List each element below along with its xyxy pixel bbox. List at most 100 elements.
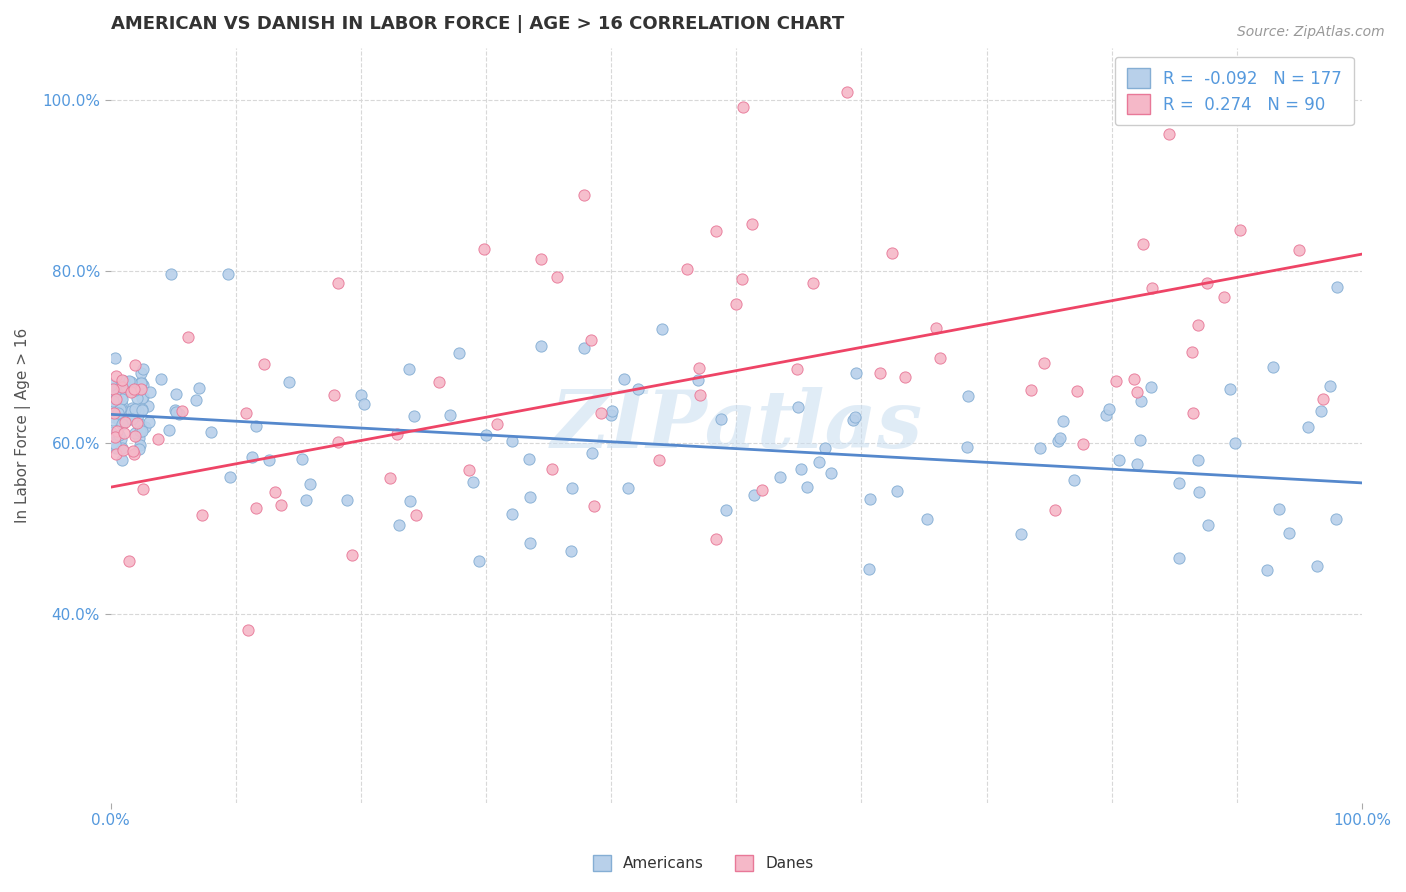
Point — [676, 261, 699, 276]
Point — [118, 412, 141, 426]
Point — [388, 518, 411, 533]
Point — [858, 491, 880, 506]
Point — [118, 382, 141, 396]
Point — [741, 217, 763, 231]
Point — [235, 406, 257, 420]
Point — [131, 401, 153, 416]
Point — [880, 245, 903, 260]
Point — [134, 420, 156, 434]
Point — [731, 272, 754, 286]
Point — [796, 480, 818, 494]
Point — [131, 403, 153, 417]
Point — [101, 390, 124, 404]
Point — [114, 415, 136, 429]
Point — [112, 425, 135, 440]
Point — [104, 437, 127, 451]
Point — [1181, 345, 1204, 359]
Point — [1052, 414, 1074, 428]
Point — [1326, 280, 1348, 294]
Point — [475, 427, 498, 442]
Point — [128, 431, 150, 445]
Point — [1132, 237, 1154, 252]
Point — [103, 381, 125, 395]
Point — [253, 358, 276, 372]
Point — [240, 450, 263, 464]
Point — [768, 470, 790, 484]
Point — [124, 425, 146, 440]
Legend: Americans, Danes: Americans, Danes — [586, 849, 820, 877]
Point — [1167, 475, 1189, 490]
Point — [742, 488, 765, 502]
Point — [1066, 384, 1088, 398]
Point — [131, 391, 153, 405]
Point — [808, 455, 831, 469]
Point — [845, 367, 868, 381]
Point — [820, 467, 842, 481]
Point — [245, 419, 267, 434]
Point — [1197, 518, 1219, 533]
Point — [858, 561, 880, 575]
Point — [561, 481, 583, 495]
Point — [118, 554, 141, 568]
Point — [1298, 419, 1320, 434]
Point — [447, 345, 470, 359]
Point — [111, 412, 134, 426]
Point — [929, 351, 952, 365]
Point — [340, 549, 363, 563]
Point — [104, 430, 127, 444]
Point — [801, 276, 824, 290]
Point — [100, 406, 122, 420]
Point — [264, 485, 287, 500]
Point — [118, 384, 141, 398]
Point — [1312, 392, 1334, 406]
Point — [122, 382, 145, 396]
Point — [103, 382, 125, 396]
Point — [111, 443, 134, 458]
Point — [1126, 384, 1149, 399]
Point — [125, 383, 148, 397]
Point — [110, 411, 132, 425]
Point — [129, 376, 152, 390]
Point — [107, 391, 129, 405]
Point — [704, 532, 727, 546]
Point — [103, 412, 125, 426]
Point — [245, 501, 267, 516]
Point — [108, 413, 131, 427]
Point — [1019, 384, 1042, 398]
Point — [1324, 512, 1347, 526]
Point — [105, 424, 128, 438]
Point — [103, 402, 125, 417]
Point — [1277, 525, 1299, 540]
Point — [1182, 407, 1205, 421]
Point — [844, 410, 866, 425]
Point — [1256, 563, 1278, 577]
Point — [124, 383, 146, 397]
Point — [378, 471, 401, 485]
Point — [107, 399, 129, 413]
Point — [915, 512, 938, 526]
Point — [1140, 380, 1163, 394]
Point — [751, 483, 773, 498]
Point — [519, 490, 541, 504]
Point — [165, 403, 187, 417]
Point — [689, 388, 711, 402]
Point — [121, 412, 143, 426]
Point — [787, 401, 810, 415]
Point — [1218, 382, 1240, 396]
Point — [710, 412, 733, 426]
Point — [519, 536, 541, 550]
Point — [115, 379, 138, 393]
Point — [1310, 404, 1333, 418]
Point — [1010, 527, 1032, 541]
Point — [387, 426, 409, 441]
Point — [1095, 409, 1118, 423]
Point — [277, 376, 299, 390]
Point — [688, 361, 710, 376]
Point — [100, 425, 122, 440]
Point — [150, 371, 173, 385]
Point — [138, 415, 160, 429]
Point — [110, 416, 132, 430]
Point — [613, 371, 636, 385]
Point — [101, 395, 124, 409]
Point — [439, 409, 461, 423]
